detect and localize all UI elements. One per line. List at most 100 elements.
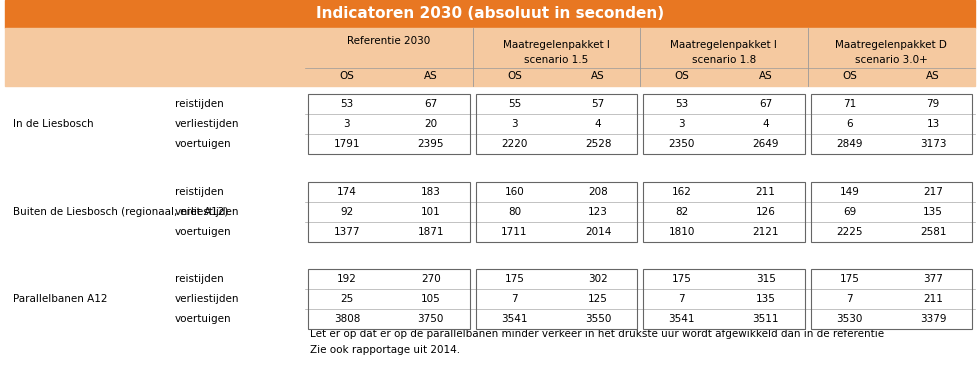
Text: 2581: 2581 (920, 227, 947, 237)
Bar (475, 269, 637, 329)
Bar (643, 269, 805, 329)
Bar (810, 94, 972, 154)
Text: Buiten de Liesbosch (regionaal, niet A12): Buiten de Liesbosch (regionaal, niet A12… (13, 207, 228, 217)
Text: 105: 105 (420, 294, 440, 304)
Text: 208: 208 (588, 187, 608, 197)
Text: Let er op dat er op de parallelbanen minder verkeer in het drukste uur wordt afg: Let er op dat er op de parallelbanen min… (310, 329, 884, 339)
Text: 162: 162 (672, 187, 692, 197)
Text: 55: 55 (508, 99, 521, 109)
Text: scenario 1.5: scenario 1.5 (524, 55, 588, 65)
Bar (810, 269, 972, 329)
Text: 13: 13 (926, 119, 940, 129)
Bar (475, 182, 637, 242)
Text: 53: 53 (340, 99, 354, 109)
Text: 7: 7 (678, 294, 685, 304)
Text: reistijden: reistijden (175, 274, 223, 284)
Text: 175: 175 (840, 274, 859, 284)
Text: AS: AS (759, 71, 772, 81)
Text: Indicatoren 2030 (absoluut in seconden): Indicatoren 2030 (absoluut in seconden) (316, 7, 664, 22)
Text: 1810: 1810 (668, 227, 695, 237)
Text: OS: OS (507, 71, 521, 81)
Text: AS: AS (926, 71, 940, 81)
Text: 160: 160 (505, 187, 524, 197)
Text: 211: 211 (756, 187, 775, 197)
Text: 135: 135 (923, 207, 943, 217)
Text: OS: OS (842, 71, 857, 81)
Text: 3173: 3173 (920, 139, 947, 149)
Text: 1711: 1711 (501, 227, 527, 237)
Text: verliestijden: verliestijden (175, 207, 239, 217)
Bar (643, 94, 805, 154)
Text: 25: 25 (340, 294, 354, 304)
Text: reistijden: reistijden (175, 99, 223, 109)
Text: 4: 4 (762, 119, 769, 129)
Text: 2528: 2528 (585, 139, 612, 149)
Text: 3511: 3511 (753, 314, 779, 324)
Text: 3750: 3750 (417, 314, 444, 324)
Text: 183: 183 (420, 187, 441, 197)
Text: 57: 57 (592, 99, 605, 109)
Text: 2849: 2849 (836, 139, 862, 149)
Text: 3: 3 (344, 119, 350, 129)
Text: 71: 71 (843, 99, 856, 109)
Text: In de Liesbosch: In de Liesbosch (13, 119, 94, 129)
Text: 211: 211 (923, 294, 943, 304)
Text: 174: 174 (337, 187, 357, 197)
Text: Referentie 2030: Referentie 2030 (347, 36, 430, 46)
Text: AS: AS (423, 71, 437, 81)
Text: 3379: 3379 (920, 314, 947, 324)
Text: verliestijden: verliestijden (175, 119, 239, 129)
Text: voertuigen: voertuigen (175, 227, 231, 237)
Text: 3541: 3541 (501, 314, 527, 324)
Text: 20: 20 (424, 119, 437, 129)
Text: 67: 67 (759, 99, 772, 109)
Text: 2225: 2225 (836, 227, 862, 237)
Text: 3: 3 (678, 119, 685, 129)
Text: 135: 135 (756, 294, 775, 304)
Bar (308, 269, 469, 329)
Text: Maatregelenpakket I: Maatregelenpakket I (670, 40, 777, 50)
Bar (643, 182, 805, 242)
Text: 1791: 1791 (333, 139, 360, 149)
Text: 192: 192 (337, 274, 357, 284)
Text: 315: 315 (756, 274, 775, 284)
Text: 3541: 3541 (668, 314, 695, 324)
Text: 2220: 2220 (501, 139, 527, 149)
Text: 79: 79 (926, 99, 940, 109)
Text: 1377: 1377 (333, 227, 360, 237)
Text: 126: 126 (756, 207, 775, 217)
Text: 101: 101 (420, 207, 440, 217)
Bar (810, 182, 972, 242)
Text: OS: OS (339, 71, 355, 81)
Text: 123: 123 (588, 207, 608, 217)
Text: 3808: 3808 (333, 314, 360, 324)
Text: 125: 125 (588, 294, 608, 304)
Text: scenario 1.8: scenario 1.8 (692, 55, 756, 65)
Text: 217: 217 (923, 187, 943, 197)
Text: 377: 377 (923, 274, 943, 284)
Text: scenario 3.0+: scenario 3.0+ (855, 55, 928, 65)
Text: 69: 69 (843, 207, 856, 217)
Text: 3530: 3530 (836, 314, 862, 324)
Text: voertuigen: voertuigen (175, 314, 231, 324)
Text: 2350: 2350 (668, 139, 695, 149)
Text: 7: 7 (846, 294, 853, 304)
Text: 175: 175 (672, 274, 692, 284)
Text: 53: 53 (675, 99, 689, 109)
Text: AS: AS (591, 71, 605, 81)
Text: 4: 4 (595, 119, 602, 129)
Text: 149: 149 (840, 187, 859, 197)
Bar (308, 182, 469, 242)
Text: 7: 7 (511, 294, 517, 304)
Bar (5, 28, 975, 86)
Text: verliestijden: verliestijden (175, 294, 239, 304)
Text: 1871: 1871 (417, 227, 444, 237)
Text: 3550: 3550 (585, 314, 612, 324)
Text: 2395: 2395 (417, 139, 444, 149)
Text: 6: 6 (846, 119, 853, 129)
Text: Maatregelenpakket D: Maatregelenpakket D (835, 40, 948, 50)
Text: 2121: 2121 (753, 227, 779, 237)
Text: 302: 302 (588, 274, 608, 284)
Text: Maatregelenpakket I: Maatregelenpakket I (503, 40, 610, 50)
Text: 2014: 2014 (585, 227, 612, 237)
